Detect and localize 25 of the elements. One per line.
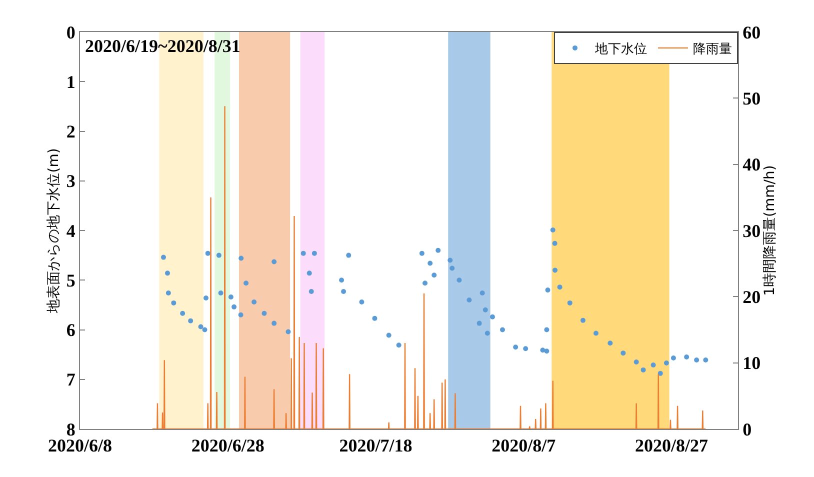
y2-tick-label: 0 xyxy=(742,419,752,440)
y-axis-title: 地表面からの地下水位(m) xyxy=(46,148,62,314)
y-tick-label: 2 xyxy=(66,122,76,142)
y-tick-label: 0 xyxy=(66,22,76,42)
line-series xyxy=(152,106,706,429)
annotation: 2020/6/19~2020/8/31 xyxy=(85,36,240,56)
legend-label: 降雨量 xyxy=(693,42,732,58)
y2-tick-label: 50 xyxy=(742,88,761,108)
y2-axis-title: 1時間降雨量(mm/h) xyxy=(762,165,778,296)
y2-tick-label: 10 xyxy=(742,353,761,374)
x-tick-label: 2020/7/18 xyxy=(339,436,412,456)
legend-label: 地下水位 xyxy=(594,42,647,58)
x-tick-label: 2020/6/28 xyxy=(191,436,264,456)
x-tick-label: 2020/8/7 xyxy=(492,436,556,456)
y2-tick-label: 20 xyxy=(742,286,761,307)
y-tick-label: 4 xyxy=(66,220,76,241)
y-tick-label: 1 xyxy=(66,72,76,92)
y2-tick-label: 40 xyxy=(742,154,761,175)
y-tick-label: 5 xyxy=(66,270,76,290)
y-tick-label: 6 xyxy=(66,320,76,340)
x-tick-label: 2020/8/27 xyxy=(634,436,708,456)
y2-tick-label: 60 xyxy=(742,22,761,42)
y2-tick-label: 30 xyxy=(742,220,761,241)
y-tick-label: 3 xyxy=(66,171,76,192)
y-tick-label: 7 xyxy=(66,370,76,390)
